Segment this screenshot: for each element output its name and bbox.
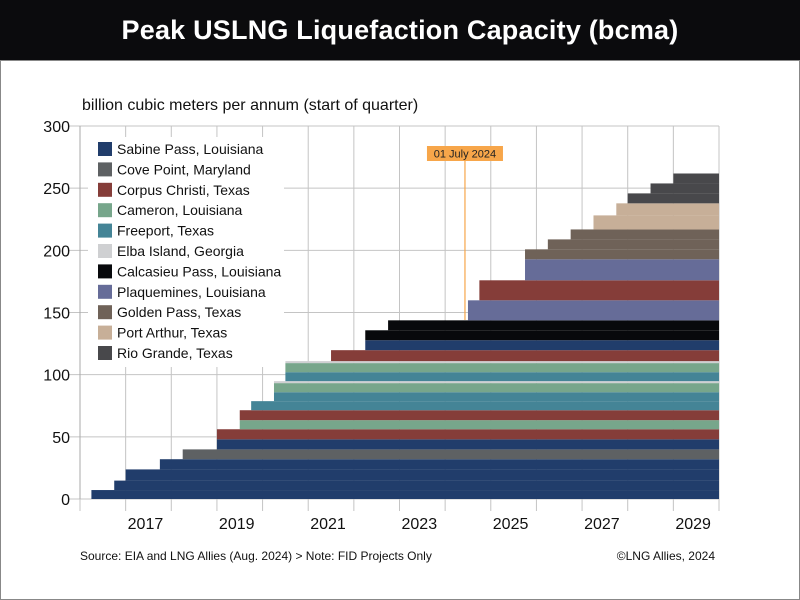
legend-label: Rio Grande, Texas [117,345,233,361]
capacity-layer: Sabine Pass, Louisiana [159,459,719,470]
annotation-box [426,146,503,161]
legend-label: Port Arthur, Texas [117,325,227,341]
legend-item: Elba Island, Georgia [98,243,244,259]
date-annotation: 01 July 2024 [426,146,503,320]
capacity-layer: Freeport, Texas [285,372,719,382]
capacity-layer: Corpus Christi, Texas [239,410,719,421]
legend-item: Calcasieu Pass, Louisiana [98,263,281,279]
y-tick-label: 0 [61,492,70,509]
legend-item: Golden Pass, Texas [98,304,241,320]
legend-label: Corpus Christi, Texas [117,182,250,198]
legend-swatch [98,142,112,156]
y-tick-label: 150 [43,306,70,323]
capacity-layer: Calcasieu Pass, Louisiana [388,320,719,331]
capacity-layer: Calcasieu Pass, Louisiana [365,330,719,341]
capacity-layer: Cameron, Louisiana [285,363,719,373]
legend-swatch [98,264,112,279]
legend-item: Corpus Christi, Texas [98,182,250,198]
legend-item: Rio Grande, Texas [98,345,233,361]
y-axis-label: billion cubic meters per annum (start of… [82,97,418,114]
capacity-layer: Corpus Christi, Texas [331,350,719,362]
capacity-layer: Cameron, Louisiana [239,420,719,430]
legend-item: Freeport, Texas [98,223,214,239]
legend-item: Cameron, Louisiana [98,202,243,218]
capacity-layer: Sabine Pass, Louisiana [216,439,719,450]
capacity-layer: Freeport, Texas [273,392,719,402]
legend-label: Elba Island, Georgia [117,243,244,259]
y-tick-label: 300 [43,119,70,136]
x-tick-label: 2027 [584,516,620,533]
x-tick-label: 2019 [219,516,255,533]
legend-swatch [98,244,112,258]
legend-item: Plaquemines, Louisiana [98,284,266,300]
y-tick-label: 250 [43,181,70,198]
capacity-layer: Elba Island, Georgia [285,361,719,364]
legend-swatch [98,182,112,197]
x-tick-label: 2029 [675,516,711,533]
legend-swatch [98,284,112,299]
legend-label: Calcasieu Pass, Louisiana [117,263,281,279]
x-tick-label: 2025 [493,516,529,533]
legend-label: Sabine Pass, Louisiana [117,141,264,157]
copyright: ©LNG Allies, 2024 [617,549,716,563]
legend-label: Plaquemines, Louisiana [117,284,266,300]
source-note: Source: EIA and LNG Allies (Aug. 2024) >… [80,549,432,563]
capacity-layer: Sabine Pass, Louisiana [125,469,719,481]
capacity-layer: Rio Grande, Texas [673,173,719,184]
capacity-layer: Corpus Christi, Texas [216,429,719,440]
x-tick-label: 2021 [310,516,346,533]
y-tick-label: 100 [43,368,70,385]
y-tick-label: 200 [43,243,70,260]
chart-title: Peak USLNG Liquefaction Capacity (bcma) [121,14,679,45]
capacity-layer: Corpus Christi, Texas [479,280,719,301]
capacity-layer: Elba Island, Georgia [273,381,719,384]
capacity-layer: Cove Point, Maryland [182,449,720,460]
capacity-layer: Golden Pass, Texas [570,229,719,240]
legend-item: Cove Point, Maryland [98,161,251,177]
capacity-layers: Sabine Pass, LouisianaSabine Pass, Louis… [91,173,720,499]
legend-swatch [98,346,112,360]
capacity-layer: Rio Grande, Texas [650,183,719,194]
x-tick-label: 2017 [128,516,164,533]
capacity-layer: Freeport, Texas [251,401,720,411]
legend-swatch [98,325,112,340]
legend-swatch [98,162,112,177]
capacity-layer: Golden Pass, Texas [547,239,719,250]
capacity-layer: Cameron, Louisiana [273,383,719,393]
capacity-layer: Rio Grande, Texas [627,193,719,204]
capacity-layer: Sabine Pass, Louisiana [365,340,719,351]
legend-swatch [98,223,112,238]
annotation-label: 01 July 2024 [434,149,496,161]
title-bar: Peak USLNG Liquefaction Capacity (bcma) [0,0,800,61]
axes: 0 50 100 150 200 250 300 2017 2019 2021 2023 2025 20… [43,119,711,533]
capacity-layer: Port Arthur, Texas [593,215,719,230]
capacity-layer: Plaquemines, Louisiana [525,259,719,281]
capacity-layer: Sabine Pass, Louisiana [114,480,720,491]
capacity-layer: Golden Pass, Texas [525,249,719,260]
capacity-layer: Sabine Pass, Louisiana [91,490,720,499]
capacity-layer: Plaquemines, Louisiana [467,300,719,321]
legend-item: Sabine Pass, Louisiana [98,141,264,157]
legend-swatch [98,203,112,218]
legend-background [88,137,284,367]
legend-label: Cove Point, Maryland [117,161,251,177]
legend-label: Freeport, Texas [117,223,214,239]
x-tick-label: 2023 [402,516,438,533]
legend-label: Cameron, Louisiana [117,202,243,218]
legend-label: Golden Pass, Texas [117,304,241,320]
capacity-layer: Port Arthur, Texas [616,203,719,216]
y-tick-label: 50 [52,430,70,447]
legend-swatch [98,305,112,320]
legend-item: Port Arthur, Texas [98,325,227,341]
legend: Sabine Pass, Louisiana Cove Point, Maryla… [88,137,284,367]
